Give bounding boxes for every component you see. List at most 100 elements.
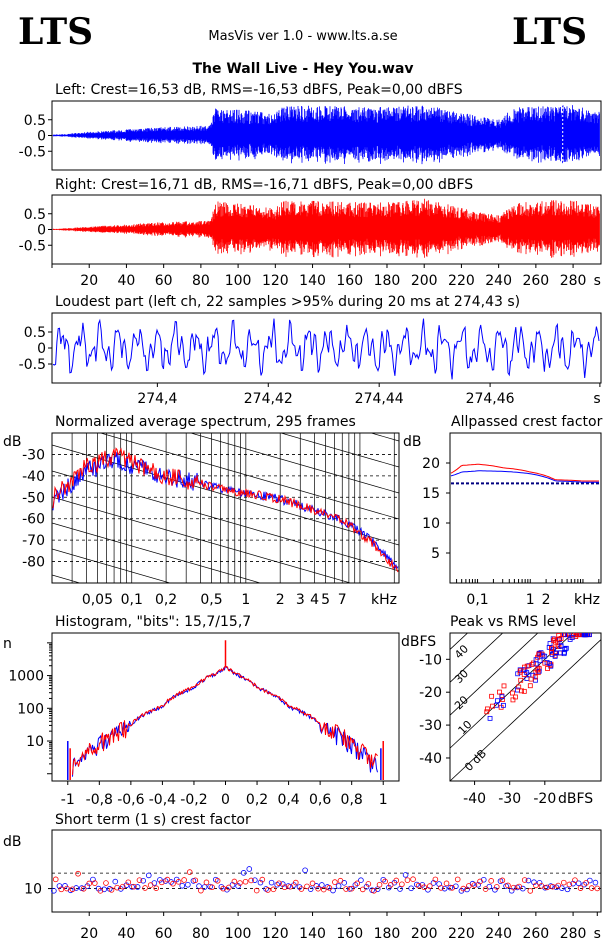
peak-rms-point — [569, 635, 575, 641]
ytick-label: 0 — [37, 341, 46, 357]
short-crest-point — [304, 883, 310, 890]
short-crest-point — [335, 883, 342, 889]
short-crest-point — [358, 877, 364, 883]
short-crest-point — [572, 877, 578, 883]
crest-series-left — [450, 470, 599, 483]
peak-rms-point — [535, 654, 541, 660]
peak-rms-point — [524, 663, 530, 669]
short-crest-point — [525, 877, 532, 884]
histogram-ylabel: n — [3, 636, 12, 652]
spectrum-series-left — [52, 451, 399, 570]
short-crest-point — [201, 884, 208, 890]
short-crest-point — [477, 878, 483, 885]
short-crest-point — [80, 885, 87, 892]
ytick-label: 0.5 — [24, 207, 46, 223]
peak-rms-point — [558, 636, 564, 641]
spectrum-frame — [51, 432, 400, 584]
xtick-label: -0,8 — [86, 792, 113, 808]
xtick-label: 120 — [262, 926, 289, 942]
short-crest-point — [145, 872, 152, 879]
short-crest-point — [426, 883, 433, 889]
xtick-label: -0,4 — [149, 792, 176, 808]
short-crest-point — [129, 884, 135, 890]
xtick-label: 120 — [262, 273, 289, 289]
short-crest-frame — [51, 829, 602, 913]
waveform-right — [52, 198, 600, 258]
xtick-label: 40 — [118, 273, 136, 289]
short-crest-point — [393, 877, 400, 884]
short-crest-point — [330, 887, 336, 894]
histogram-series-left — [72, 664, 378, 777]
xtick-label: 200 — [411, 926, 438, 942]
xtick-label: 0,5 — [200, 592, 222, 608]
peak-rms-point — [530, 660, 536, 666]
short-crest-point — [371, 887, 377, 894]
short-crest-point — [559, 885, 565, 891]
short-crest-point — [359, 886, 366, 893]
peak-rms-point — [501, 702, 506, 708]
peak-rms-point — [527, 683, 533, 689]
peak-rms-point — [490, 703, 495, 709]
xtick-label: 220 — [448, 273, 475, 289]
peak-rms-point — [489, 693, 495, 699]
spectrum-slope-line — [52, 522, 262, 583]
short-crest-title: Short term (1 s) crest factor — [55, 812, 251, 828]
crest-series-right — [450, 463, 599, 482]
peak-rms-point — [487, 715, 493, 721]
peak-rms-point — [561, 651, 567, 657]
short-crest-point — [175, 879, 182, 885]
short-crest-point — [298, 886, 305, 892]
xtick-label: 0,1 — [121, 592, 143, 608]
peak-rms-point — [484, 709, 490, 715]
ytick-label: 10 — [26, 734, 44, 750]
short-crest-point — [75, 870, 81, 877]
xtick-label: 260 — [522, 273, 549, 289]
ytick-label: -0.5 — [19, 238, 46, 254]
peak-rms-point — [552, 653, 558, 659]
xtick-label: -1 — [61, 792, 75, 808]
short-crest-point — [421, 884, 428, 891]
short-crest-point — [246, 866, 253, 872]
short-crest-point — [231, 878, 238, 885]
short-crest-point — [352, 882, 359, 888]
peak-rms-point — [545, 666, 550, 671]
short-crest-point — [192, 877, 199, 884]
xtick-label: 0,1 — [466, 592, 488, 608]
crest-allpass-title: Allpassed crest factor — [451, 414, 603, 430]
short-crest-point — [240, 870, 247, 876]
peak-rms-point — [528, 676, 534, 682]
short-crest-point — [471, 882, 478, 888]
xtick-label: 2 — [276, 592, 285, 608]
crest-line-label: 10 — [456, 718, 475, 737]
xtick-label: 140 — [299, 273, 326, 289]
crest-line — [450, 633, 539, 716]
xtick-label: s — [593, 391, 600, 407]
short-crest-point — [320, 886, 327, 893]
short-crest-point — [119, 883, 126, 890]
short-crest-point — [555, 882, 561, 889]
peak-rms-title: Peak vs RMS level — [450, 614, 576, 630]
ytick-label: 15 — [422, 486, 440, 502]
xtick-label: 260 — [522, 926, 549, 942]
peak-rms-point — [555, 642, 561, 648]
xtick-label: 180 — [374, 273, 401, 289]
peak-rms-point — [547, 661, 552, 666]
peak-rms-point — [521, 688, 527, 694]
xtick-label: 200 — [411, 273, 438, 289]
xtick-label: 0 — [221, 792, 230, 808]
short-crest-point — [510, 884, 517, 891]
spectrum-slope-line — [189, 433, 399, 494]
short-crest-point — [64, 885, 70, 892]
xtick-label: 160 — [336, 926, 363, 942]
crest-line — [450, 633, 574, 749]
short-crest-point — [583, 880, 589, 886]
ytick-label: -80 — [22, 555, 45, 571]
short-crest-point — [235, 883, 241, 889]
short-crest-point — [112, 878, 119, 885]
ytick-label: -0.5 — [19, 357, 46, 373]
xtick-label: 0,8 — [341, 792, 363, 808]
xtick-label: kHz — [574, 592, 600, 608]
short-crest-point — [309, 880, 316, 887]
short-crest-point — [581, 881, 588, 888]
